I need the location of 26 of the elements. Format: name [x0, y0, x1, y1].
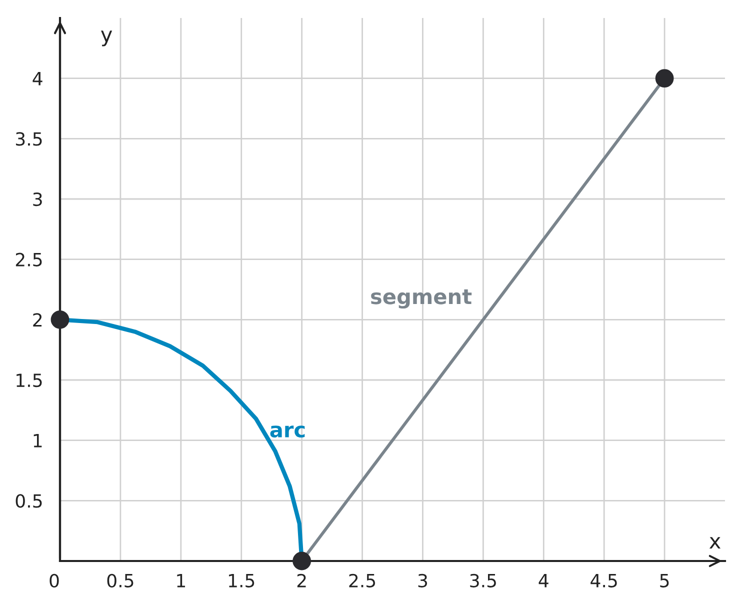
x-tick-label: 5	[660, 574, 669, 588]
x-tick-label: 2.5	[349, 574, 376, 588]
y-tick-label: 1.5	[16, 374, 42, 388]
x-tick-label: 4	[538, 574, 548, 588]
y-tick-label: 2	[33, 313, 42, 327]
point	[50, 310, 70, 329]
x-tick-label: 1	[177, 574, 185, 588]
x-tick-label: 3.5	[470, 574, 496, 588]
y-tick-label: 2.5	[16, 252, 42, 266]
y-tick-label: 1	[34, 434, 42, 448]
x-tick-label: 0.5	[107, 574, 134, 588]
point	[292, 552, 312, 570]
series-label: segment	[371, 289, 472, 309]
point	[655, 69, 674, 88]
x-axis-title: x	[709, 537, 721, 549]
y-tick-label: 0.5	[16, 494, 42, 508]
y-tick-label: 3	[33, 192, 42, 206]
x-tick-label: 1.5	[228, 574, 254, 588]
y-tick-label: 3.5	[16, 132, 42, 146]
y-tick-label: 4	[32, 72, 42, 86]
y-axis-title: y	[101, 30, 112, 46]
x-tick-label: 3	[418, 574, 428, 588]
x-tick-label: 0	[50, 574, 59, 588]
series-label: arc	[270, 426, 305, 438]
x-tick-label: 4.5	[590, 574, 617, 588]
x-tick-label: 2	[297, 574, 306, 588]
